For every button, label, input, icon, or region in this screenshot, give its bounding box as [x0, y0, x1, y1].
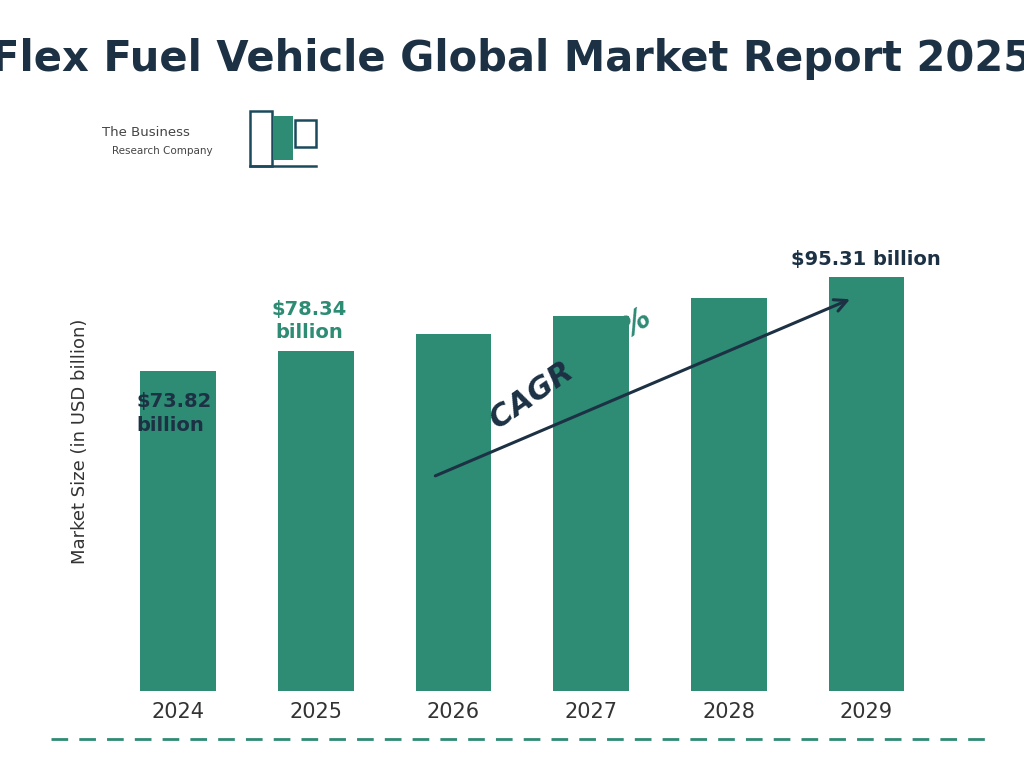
Bar: [691, 297, 767, 691]
Bar: [278, 351, 353, 691]
Text: Research Company: Research Company: [113, 146, 213, 156]
Bar: [553, 316, 629, 691]
Bar: [416, 334, 492, 691]
Bar: [140, 371, 216, 691]
Bar: [295, 120, 316, 147]
Text: CAGR: CAGR: [485, 351, 588, 435]
Text: Flex Fuel Vehicle Global Market Report 2025: Flex Fuel Vehicle Global Market Report 2…: [0, 38, 1024, 81]
Text: $95.31 billion: $95.31 billion: [792, 250, 941, 269]
Bar: [250, 111, 272, 166]
Bar: [274, 116, 293, 161]
Text: The Business: The Business: [102, 126, 190, 139]
Text: 5.0%: 5.0%: [571, 303, 657, 375]
Y-axis label: Market Size (in USD billion): Market Size (in USD billion): [71, 319, 88, 564]
Text: $78.34
billion: $78.34 billion: [271, 300, 346, 343]
Text: $73.82
billion: $73.82 billion: [137, 392, 212, 435]
Bar: [828, 277, 904, 691]
